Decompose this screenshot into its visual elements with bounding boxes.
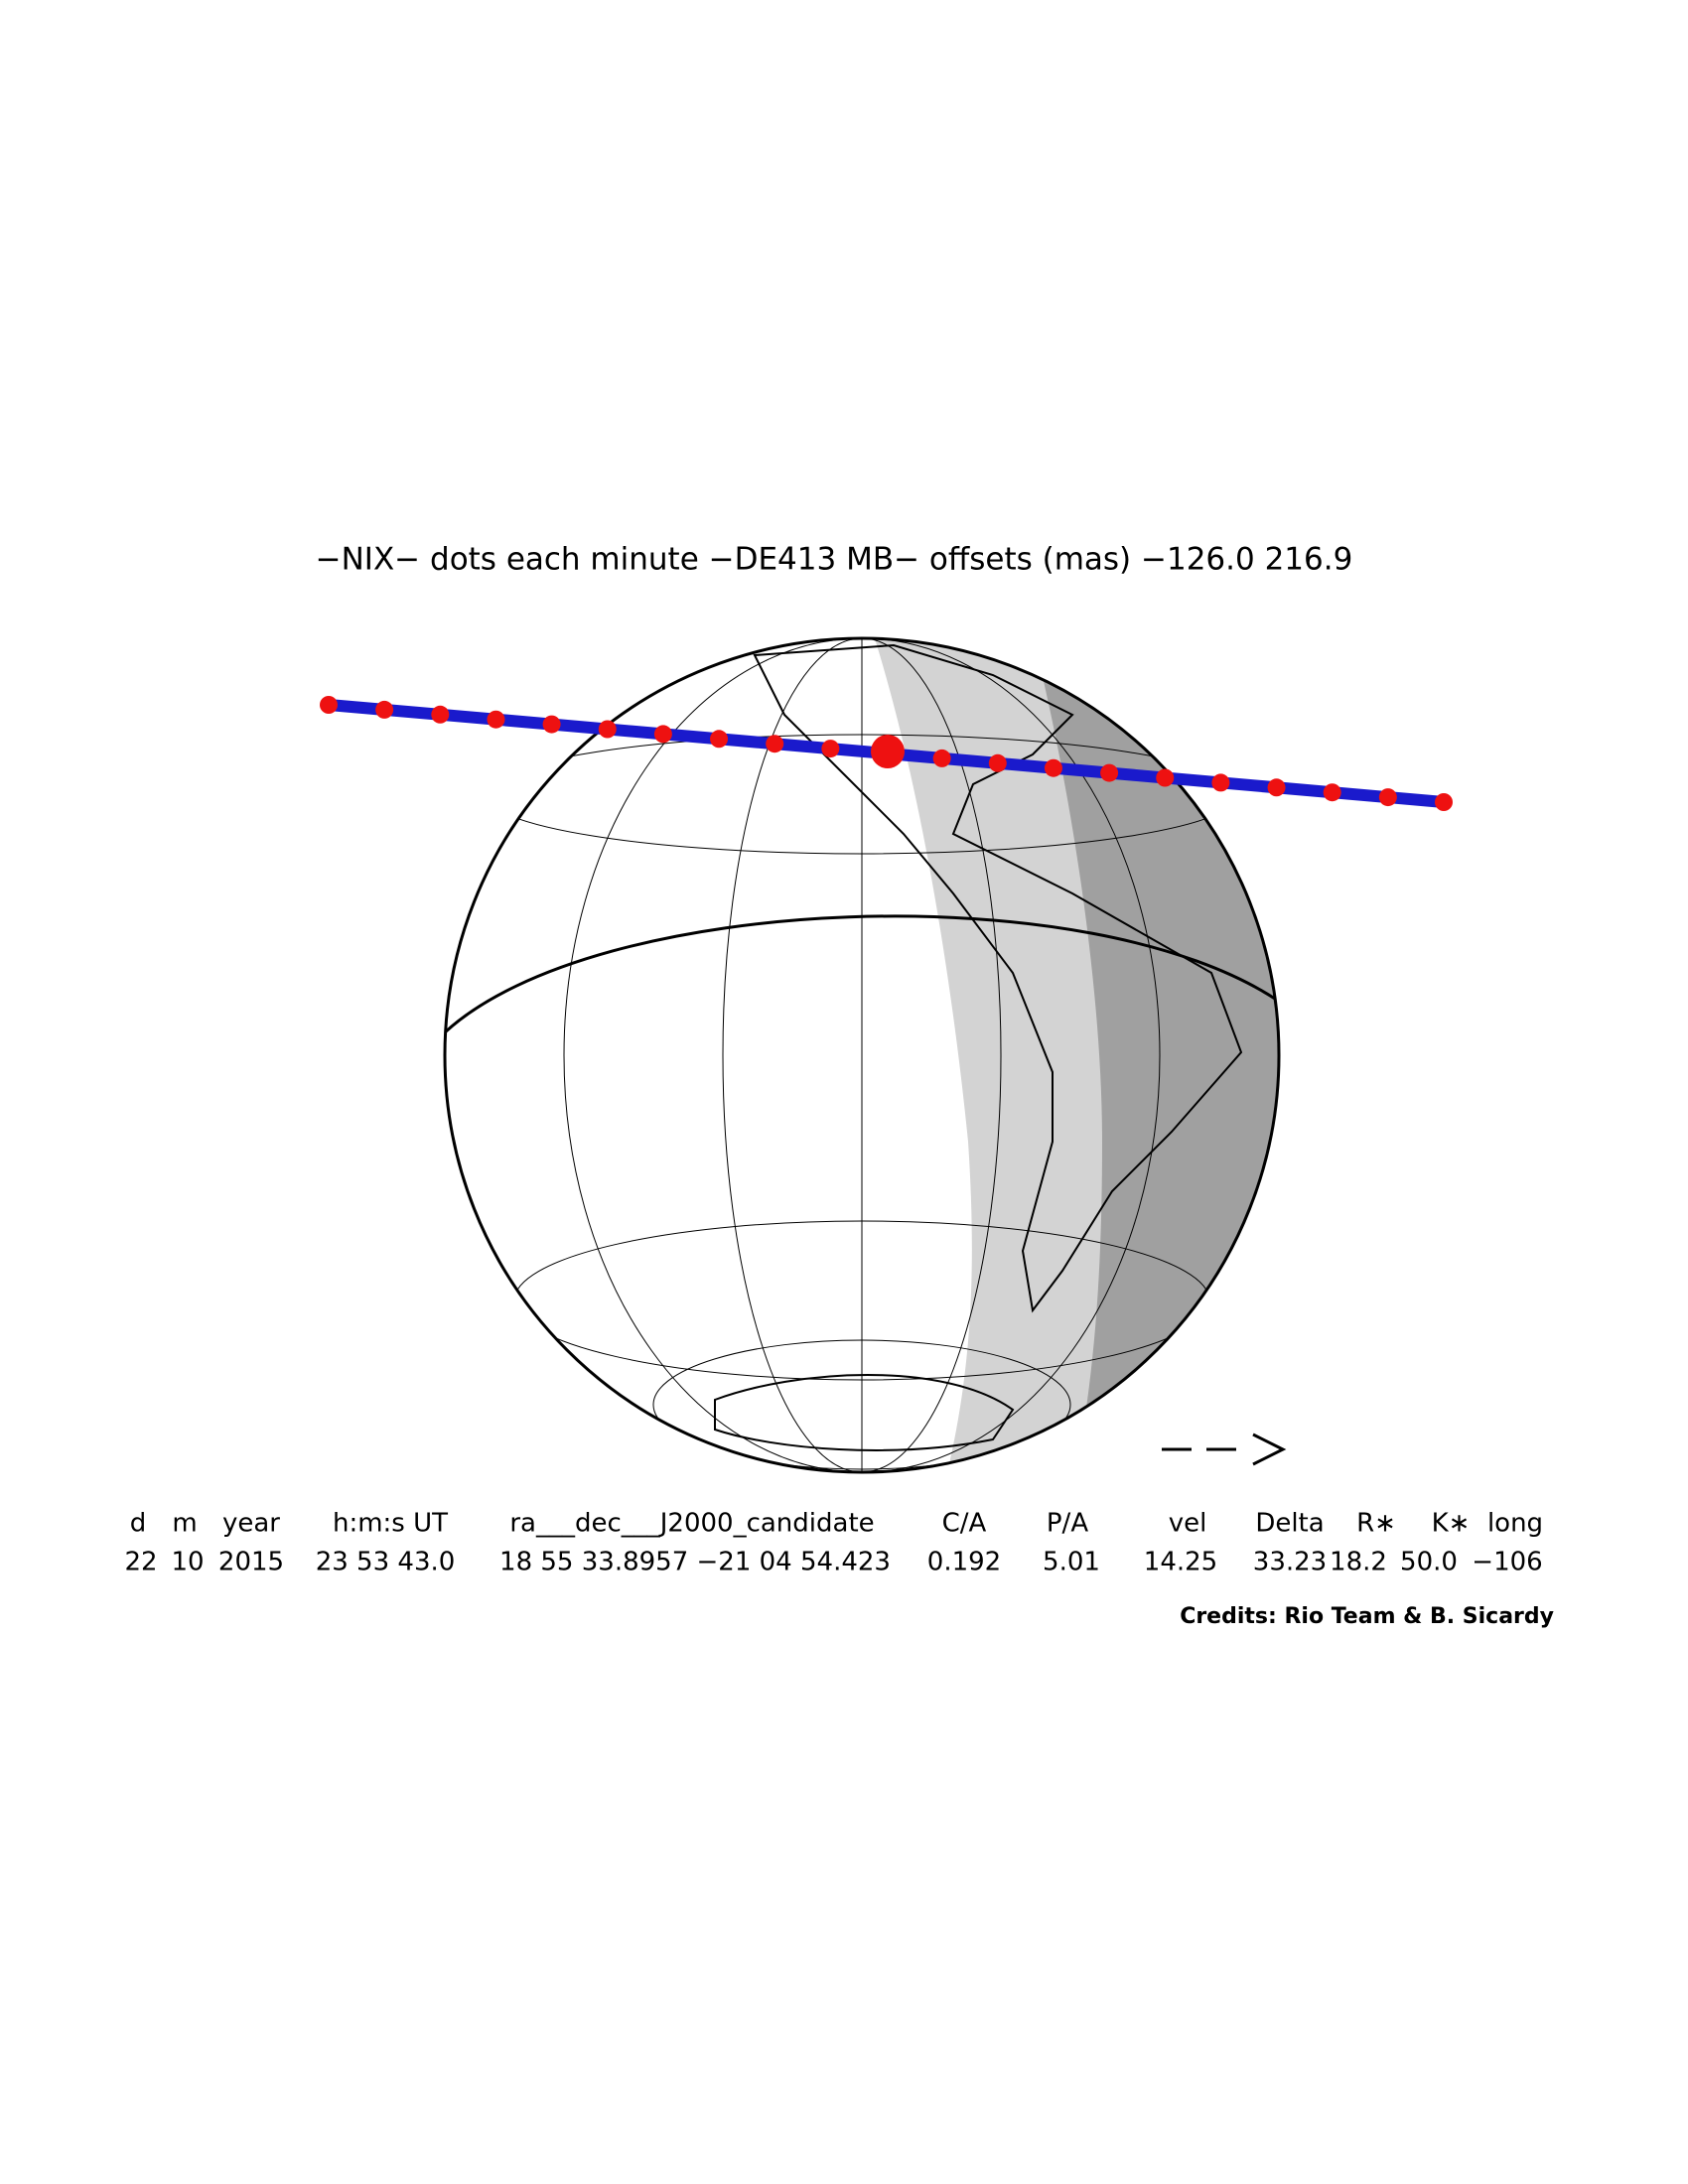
table-header: vel bbox=[1169, 1509, 1207, 1539]
minute-dot bbox=[710, 730, 729, 749]
table-header: m bbox=[172, 1509, 197, 1539]
minute-dot bbox=[1156, 768, 1175, 787]
minute-dot bbox=[1100, 763, 1119, 782]
table-value: 5.01 bbox=[1043, 1548, 1100, 1577]
table-header: year bbox=[222, 1509, 280, 1539]
central-instant-dot bbox=[871, 735, 905, 768]
minute-dot bbox=[1378, 788, 1397, 807]
table-value: 22 bbox=[124, 1548, 157, 1577]
table-value: −106 bbox=[1472, 1548, 1542, 1577]
table-header: Delta bbox=[1255, 1509, 1324, 1539]
table-header: d bbox=[130, 1509, 147, 1539]
table-value: 14.25 bbox=[1144, 1548, 1217, 1577]
data-table: d m year h:m:s UT ra___dec___J2000_candidate… bbox=[124, 1509, 1543, 1577]
table-value: 18.2 bbox=[1330, 1548, 1387, 1577]
table-value: 18 55 33.8957 −21 04 54.423 bbox=[499, 1548, 891, 1577]
minute-dot bbox=[431, 705, 450, 724]
table-value: 2015 bbox=[218, 1548, 284, 1577]
table-value: 10 bbox=[171, 1548, 204, 1577]
table-value: 33.23 bbox=[1253, 1548, 1327, 1577]
minute-dot bbox=[598, 720, 617, 739]
table-header: P/A bbox=[1047, 1509, 1088, 1539]
table-header: C/A bbox=[942, 1509, 987, 1539]
minute-dot bbox=[542, 715, 561, 734]
table-header: K∗ bbox=[1432, 1509, 1471, 1539]
minute-dot bbox=[932, 749, 951, 767]
table-value: 50.0 bbox=[1400, 1548, 1458, 1577]
minute-dot bbox=[1323, 783, 1341, 802]
minute-dot bbox=[320, 696, 338, 714]
minute-dot bbox=[1267, 778, 1286, 797]
occultation-track bbox=[320, 696, 1453, 811]
minute-dot bbox=[988, 753, 1007, 772]
minute-dot bbox=[1435, 793, 1453, 811]
table-header: R∗ bbox=[1356, 1509, 1396, 1539]
minute-dot bbox=[821, 740, 840, 758]
minute-dot bbox=[1044, 758, 1062, 777]
minute-dot bbox=[766, 735, 784, 753]
minute-dot bbox=[653, 725, 672, 744]
table-header: h:m:s UT bbox=[333, 1509, 448, 1539]
credits: Credits: Rio Team & B. Sicardy bbox=[1180, 1604, 1554, 1629]
title: −NIX− dots each minute −DE413 MB− offset… bbox=[316, 542, 1353, 578]
table-header: ra___dec___J2000_candidate bbox=[509, 1509, 874, 1539]
minute-dot bbox=[1211, 773, 1230, 792]
table-value: 23 53 43.0 bbox=[316, 1548, 456, 1577]
minute-dot bbox=[487, 710, 505, 729]
minute-dot bbox=[375, 700, 394, 719]
table-value: 0.192 bbox=[927, 1548, 1001, 1577]
table-header: long bbox=[1487, 1509, 1543, 1539]
direction-arrow bbox=[1162, 1433, 1287, 1466]
